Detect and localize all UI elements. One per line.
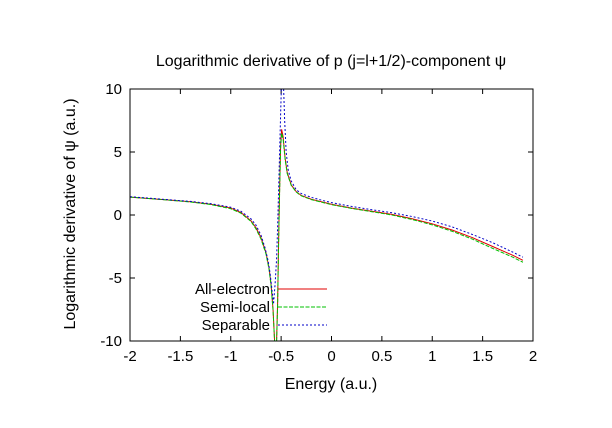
x-tick-label: -1.5 (167, 348, 193, 365)
legend-label-semi-local: Semi-local (200, 299, 270, 316)
legend-label-all-electron: All-electron (195, 281, 270, 298)
y-tick-label: -5 (109, 270, 122, 287)
y-axis-title: Logarithmic derivative of ψ (a.u.) (62, 98, 79, 329)
series-line-semi-local (129, 196, 276, 342)
y-tick-label: -10 (100, 333, 122, 350)
x-tick-label: -2 (123, 348, 136, 365)
series-line-separable (273, 88, 282, 304)
tick-layer: -2 -1.5 -1 -0.5 0 0.5 1 1.5 2 -10 -5 0 5 10 (100, 81, 537, 365)
series-layer (129, 88, 524, 342)
y-tick-label: 10 (105, 81, 122, 98)
x-tick-label: -1 (224, 348, 237, 365)
legend-label-separable: Separable (202, 317, 270, 334)
x-tick-label: -0.5 (268, 348, 294, 365)
series-line-all-electron (276, 129, 524, 342)
series-line-separable (283, 88, 524, 258)
x-axis-title: Energy (a.u.) (285, 376, 377, 393)
x-tick-label: 0 (327, 348, 335, 365)
plot-frame (129, 88, 534, 342)
y-tick-label: 0 (114, 207, 122, 224)
x-tick-label: 1.5 (472, 348, 493, 365)
x-tick-label: 2 (529, 348, 537, 365)
x-tick-label: 0.5 (371, 348, 392, 365)
chart-title: Logarithmic derivative of p (j=l+1/2)-co… (156, 53, 506, 70)
series-line-separable (129, 196, 275, 304)
y-tick-label: 5 (114, 144, 122, 161)
x-tick-label: 1 (428, 348, 436, 365)
series-line-semi-local (276, 132, 524, 342)
